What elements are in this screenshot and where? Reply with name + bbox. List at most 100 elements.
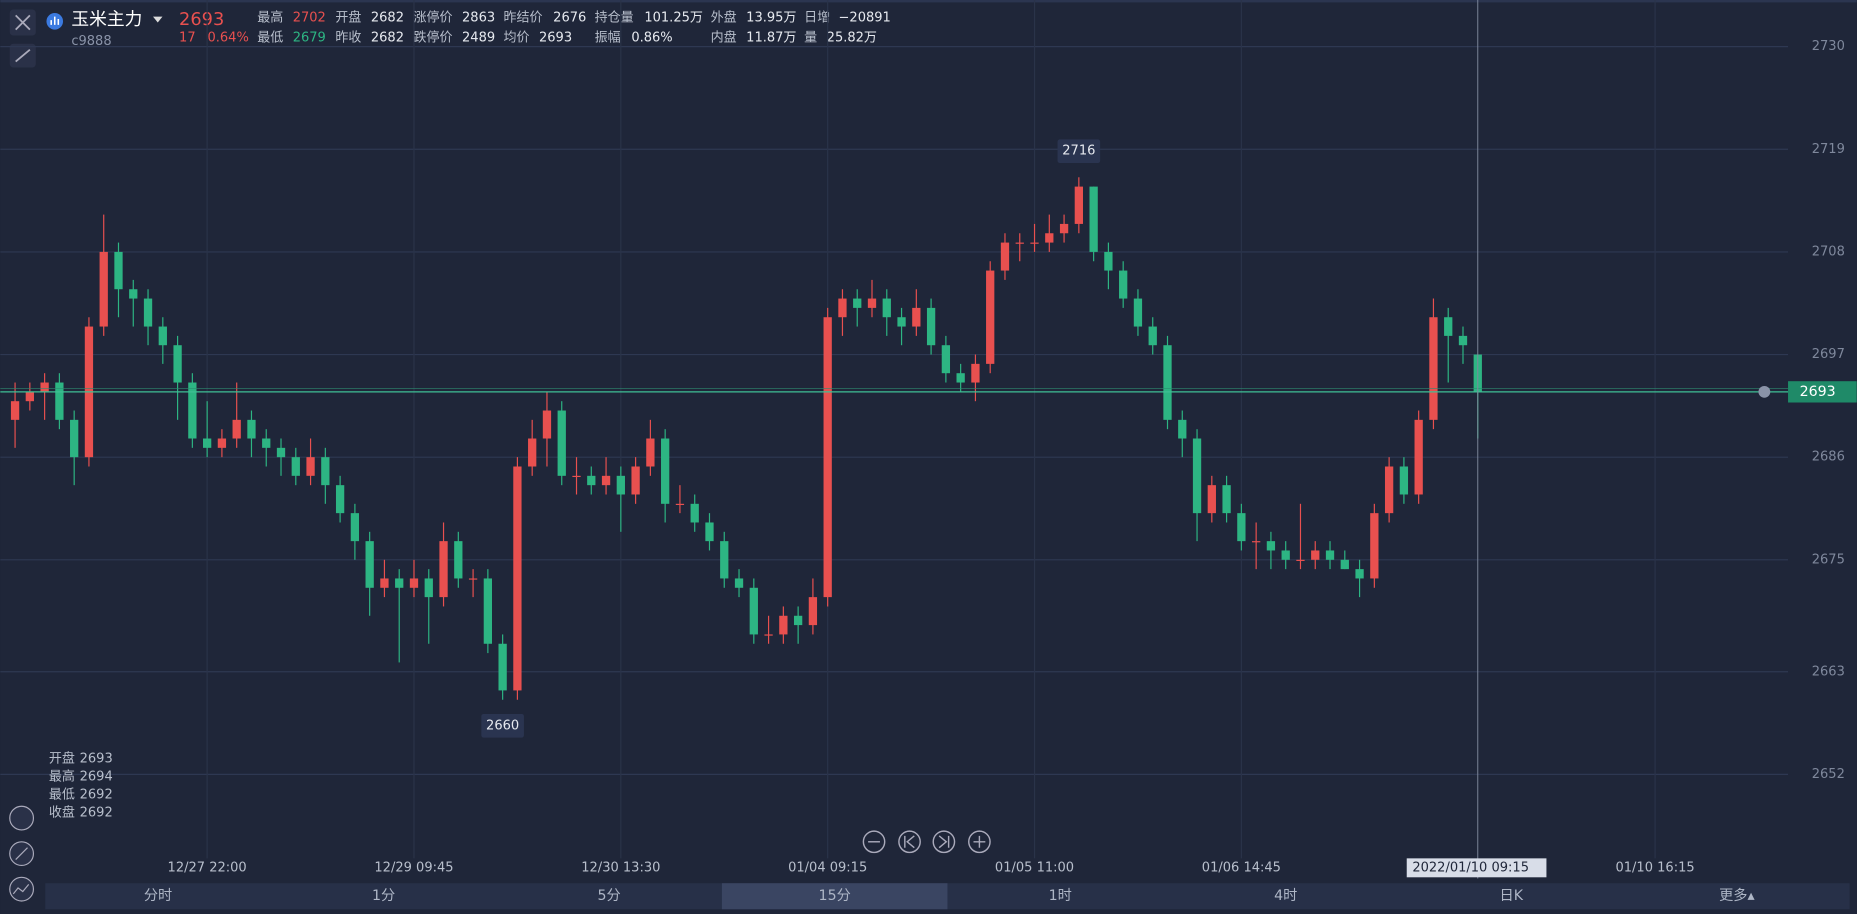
candle-body xyxy=(468,578,478,580)
candle-body xyxy=(779,615,788,635)
annotation-label: 2716 xyxy=(1062,144,1095,159)
tooltip-value: 2692 xyxy=(80,806,113,821)
symbol-name[interactable]: 玉米主力 xyxy=(71,9,142,30)
candle-body xyxy=(1311,550,1320,560)
candle-body xyxy=(143,298,153,327)
candle-body xyxy=(690,503,699,523)
candle-body xyxy=(1296,559,1305,561)
top-border xyxy=(0,0,1857,3)
candle-body xyxy=(10,401,20,420)
change: 17 xyxy=(179,30,196,45)
draw-button[interactable] xyxy=(9,43,36,68)
plot xyxy=(0,0,1789,859)
candle-body xyxy=(276,447,286,458)
y-tick-label: 2675 xyxy=(1812,552,1845,567)
candle-body xyxy=(926,307,936,346)
field-value: 2693 xyxy=(539,30,572,45)
tab[interactable]: 更多▴ xyxy=(1719,887,1755,904)
field-value: 101.25万 xyxy=(644,10,703,25)
field-label: 昨收 xyxy=(335,30,361,45)
candle-body xyxy=(350,513,360,542)
candle-body xyxy=(1000,242,1010,271)
y-tick-label: 2730 xyxy=(1812,39,1845,54)
x-tick-label: 12/29 09:45 xyxy=(374,860,453,875)
tab[interactable]: 1时 xyxy=(1049,888,1072,904)
field-value: 2863 xyxy=(462,10,495,25)
x-tick-label: 12/27 22:00 xyxy=(168,860,247,875)
candle-body xyxy=(1045,233,1054,243)
alert-bell xyxy=(1758,385,1771,398)
candle-body xyxy=(793,615,803,626)
candle-body xyxy=(764,634,773,636)
candle-body xyxy=(55,382,64,420)
field-value: 2682 xyxy=(371,10,404,25)
candle-body xyxy=(202,438,212,448)
field-value: −20891 xyxy=(839,10,891,25)
candle-body xyxy=(291,457,300,476)
candle-body xyxy=(1222,485,1231,514)
annotation-label: 2660 xyxy=(486,718,519,733)
candle-body xyxy=(882,298,891,318)
tab[interactable]: 15分 xyxy=(819,888,851,904)
candle-body xyxy=(483,578,493,644)
candle-body xyxy=(232,419,241,439)
candle-body xyxy=(912,307,921,327)
field-label: 量 xyxy=(804,30,817,45)
candle-body xyxy=(247,419,256,439)
field-value: 2682 xyxy=(371,30,404,45)
tab[interactable]: 日K xyxy=(1500,888,1524,904)
tab[interactable]: 分时 xyxy=(144,888,172,904)
field-label: 外盘 xyxy=(711,9,737,25)
candle-body xyxy=(1030,242,1039,244)
candle-body xyxy=(631,466,640,495)
candle-body xyxy=(675,503,685,506)
candle-body xyxy=(1148,326,1157,346)
tooltip-label: 收盘 xyxy=(49,805,75,821)
candle-body xyxy=(838,298,847,318)
dropdown-arrow[interactable] xyxy=(153,16,163,23)
candle-body xyxy=(1089,186,1098,252)
field-value: 0.86% xyxy=(631,30,672,45)
y-tick-label: 2663 xyxy=(1812,664,1845,679)
field-value: 11.87万 xyxy=(746,30,796,45)
candle-body xyxy=(262,438,271,448)
candle-body xyxy=(1104,251,1113,271)
tab[interactable]: 4时 xyxy=(1274,888,1297,904)
candle-body xyxy=(1325,550,1335,560)
candle-body xyxy=(1119,270,1128,299)
tab-active xyxy=(721,883,948,910)
candle-body xyxy=(188,382,197,439)
candle-body xyxy=(557,410,566,476)
y-tick-label: 2686 xyxy=(1812,450,1845,465)
close-button[interactable] xyxy=(9,9,36,36)
tooltip-value: 2693 xyxy=(80,751,113,766)
tab-bar xyxy=(45,883,1850,910)
field-label: 均价 xyxy=(503,30,529,45)
candle-body xyxy=(1074,186,1083,224)
candle-body xyxy=(1237,513,1246,542)
candle-body xyxy=(1178,419,1187,439)
tab[interactable]: 1分 xyxy=(372,888,395,904)
candle-body xyxy=(528,438,537,467)
field-label: 振幅 xyxy=(595,30,621,45)
crosshair-box xyxy=(1406,858,1547,878)
field-label: 最高 xyxy=(257,9,283,25)
candle-body xyxy=(1252,541,1261,543)
tab[interactable]: 5分 xyxy=(598,888,621,904)
candle-body xyxy=(734,578,744,588)
candle-body xyxy=(513,466,522,691)
candle-body xyxy=(720,541,729,579)
candle-body xyxy=(616,475,625,495)
candle-body xyxy=(1340,559,1349,570)
x-tick-label: 01/10 16:15 xyxy=(1615,860,1694,875)
candle-body xyxy=(40,382,49,392)
field-value: 13.95万 xyxy=(746,10,796,25)
candle-body xyxy=(395,578,404,588)
change-pct: 0.64% xyxy=(207,30,248,45)
candle-body xyxy=(661,438,670,504)
side-tools[interactable] xyxy=(9,805,35,902)
candle-body xyxy=(498,643,507,691)
candle-body xyxy=(808,597,818,626)
zoom-controls[interactable] xyxy=(862,830,991,854)
